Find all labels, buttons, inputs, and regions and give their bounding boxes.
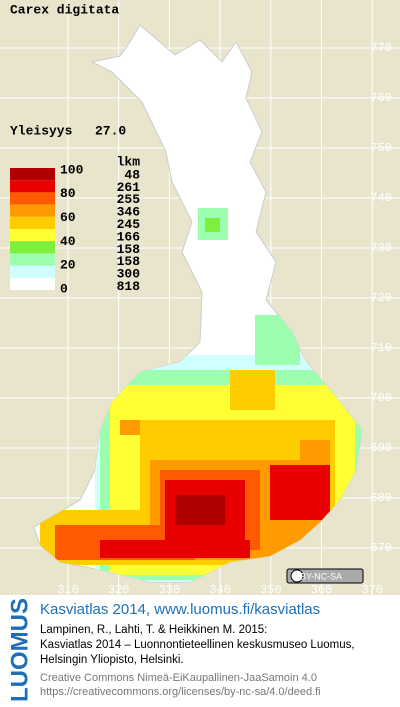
legend-swatch: [10, 216, 55, 229]
axis-labels: 770 760 750 740 730 720 710 700 690 680 670 310 320 3…: [57, 41, 392, 597]
legend-swatch: [10, 204, 55, 217]
y-label: 670: [370, 541, 392, 555]
legend-scale-label: 40: [60, 234, 76, 249]
legend-scale-label: 20: [60, 258, 76, 273]
legend-count: 158: [117, 254, 141, 269]
legend-count: 158: [117, 242, 141, 257]
heat-cells: [40, 315, 362, 582]
count-header: lkm: [117, 154, 141, 169]
y-label: 750: [370, 141, 392, 155]
legend-count: 255: [117, 192, 141, 207]
legend-count: 166: [117, 229, 141, 244]
x-label: 330: [159, 583, 181, 597]
frequency-value: 27.0: [95, 123, 126, 138]
x-label: 350: [260, 583, 282, 597]
x-label: 370: [361, 583, 383, 597]
y-label: 690: [370, 441, 392, 455]
x-label: 310: [57, 583, 79, 597]
license-badge-text: BY-NC-SA: [300, 571, 342, 581]
legend-scale-label: 0: [60, 281, 68, 296]
license-line: https://creativecommons.org/licenses/by-…: [40, 686, 321, 698]
citation-line: Kasviatlas 2014 – Luonnontieteellinen ke…: [40, 639, 355, 651]
legend-swatch: [10, 265, 55, 278]
x-label: 340: [209, 583, 231, 597]
legend-swatch: [10, 229, 55, 242]
y-label: 760: [370, 91, 392, 105]
legend-count: 48: [124, 167, 140, 182]
legend-swatch: [10, 180, 55, 193]
headline: Kasviatlas 2014, www.luomus.fi/kasviatla…: [40, 601, 320, 618]
legend: 1008060402004826125534624516615815830081…: [10, 162, 140, 296]
legend-count: 261: [117, 180, 141, 195]
citation-line: Lampinen, R., Lahti, T. & Heikkinen M. 2…: [40, 624, 267, 636]
frequency-label: Yleisyys: [10, 123, 73, 138]
legend-count: 818: [117, 279, 141, 294]
legend-swatch: [10, 192, 55, 205]
x-label: 320: [108, 583, 130, 597]
legend-scale-label: 60: [60, 210, 76, 225]
y-label: 710: [370, 341, 392, 355]
legend-count: 346: [117, 205, 141, 220]
y-label: 680: [370, 491, 392, 505]
x-label: 360: [311, 583, 333, 597]
y-label: 730: [370, 241, 392, 255]
north-patch: [198, 208, 228, 240]
legend-swatch: [10, 277, 55, 290]
citation-line: Helsingin Yliopisto, Helsinki.: [40, 654, 184, 666]
legend-swatch: [10, 241, 55, 254]
license-badge: BY-NC-SA: [286, 568, 364, 584]
species-title: Carex digitata: [10, 2, 119, 17]
y-label: 740: [370, 191, 392, 205]
legend-count: 300: [117, 267, 141, 282]
legend-swatch: [10, 168, 55, 181]
legend-swatch: [10, 253, 55, 266]
legend-count: 245: [117, 217, 141, 232]
y-label: 700: [370, 391, 392, 405]
legend-scale-label: 100: [60, 162, 84, 177]
y-label: 770: [370, 41, 392, 55]
y-label: 720: [370, 291, 392, 305]
license-line: Creative Commons Nimeä-EiKaupallinen-Jaa…: [40, 672, 317, 684]
brand: LUOMUS: [6, 598, 33, 702]
legend-scale-label: 80: [60, 186, 76, 201]
